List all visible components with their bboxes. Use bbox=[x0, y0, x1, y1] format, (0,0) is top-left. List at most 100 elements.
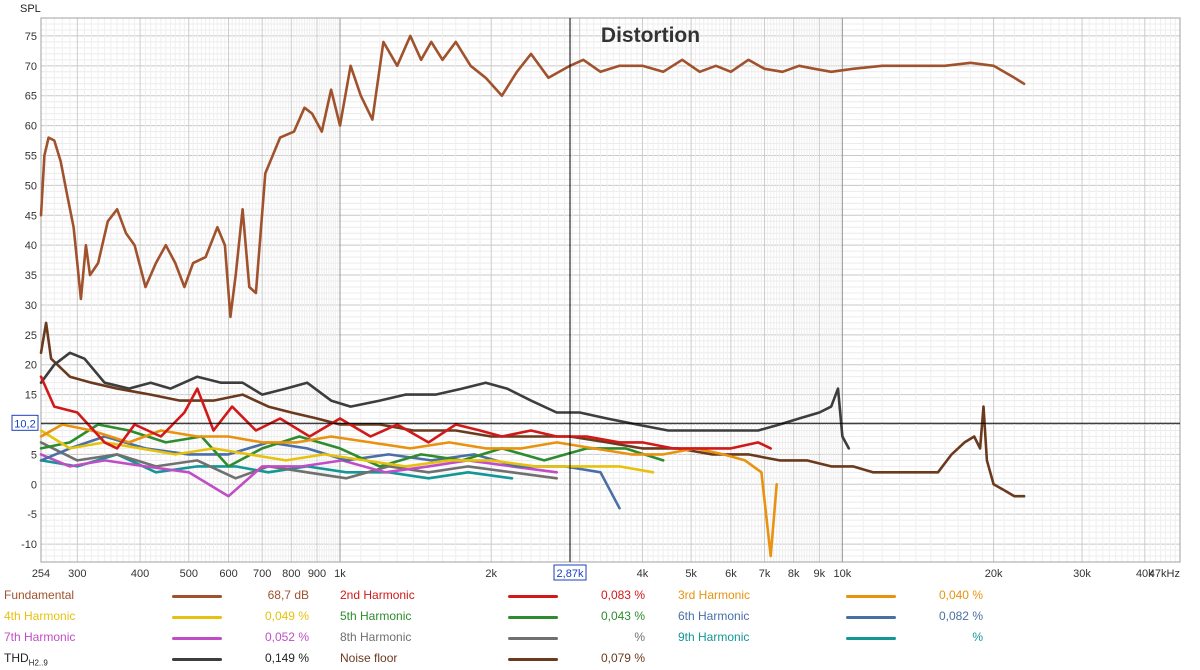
cursor-x-label: 2,87k bbox=[557, 568, 584, 580]
legend-value: 0,149 % bbox=[264, 651, 309, 665]
distortion-chart: 757065605550454035302520151050-5-10SPL25… bbox=[11, 3, 1181, 581]
series-line-fundamental bbox=[39, 34, 1026, 319]
x-tick-label: 300 bbox=[68, 568, 86, 580]
legend-value: % bbox=[972, 630, 983, 644]
legend-swatch bbox=[508, 616, 558, 619]
legend-value: % bbox=[634, 630, 645, 644]
y-tick-label: 60 bbox=[25, 121, 37, 133]
legend-swatch bbox=[846, 616, 896, 619]
legend-item-thd: THDH2..9 0,149 % bbox=[4, 648, 314, 669]
legend-value: 0,083 % bbox=[600, 588, 645, 602]
legend-name: 4th Harmonic bbox=[4, 609, 76, 623]
legend-value: 0,079 % bbox=[600, 651, 645, 665]
cursor-y-box bbox=[11, 414, 39, 431]
x-tick-label: 47kHz bbox=[1149, 568, 1180, 580]
legend-swatch bbox=[508, 658, 558, 661]
y-tick-label: 55 bbox=[25, 150, 37, 162]
x-tick-label: 900 bbox=[308, 568, 326, 580]
x-tick-label: 400 bbox=[131, 568, 149, 580]
legend-item-2nd-harmonic: 2nd Harmonic 0,083 % bbox=[340, 585, 650, 606]
x-tick-label: 40k bbox=[1136, 568, 1154, 580]
y-tick-label: 15 bbox=[25, 390, 37, 402]
legend-name: 3rd Harmonic bbox=[678, 588, 751, 602]
series-line-3rd-harmonic bbox=[39, 423, 778, 558]
x-tick-label: 8k bbox=[788, 568, 800, 580]
y-tick-label: 0 bbox=[31, 479, 37, 491]
y-tick-label: 70 bbox=[25, 61, 37, 73]
legend-swatch bbox=[172, 595, 222, 598]
legend-name: THDH2..9 bbox=[4, 651, 48, 668]
legend-value: 0,049 % bbox=[264, 609, 309, 623]
y-tick-label: 45 bbox=[25, 210, 37, 222]
x-tick-label: 500 bbox=[180, 568, 198, 580]
plot-area bbox=[41, 18, 1180, 562]
legend-swatch bbox=[508, 637, 558, 640]
legend-swatch bbox=[846, 595, 896, 598]
legend-value: 0,043 % bbox=[600, 609, 645, 623]
plot-frame bbox=[40, 17, 1181, 563]
legend-item-3rd-harmonic: 3rd Harmonic 0,040 % bbox=[678, 585, 988, 606]
y-tick-label: 65 bbox=[25, 91, 37, 103]
legend-name: 7th Harmonic bbox=[4, 630, 76, 644]
y-tick-label: 75 bbox=[25, 31, 37, 43]
y-tick-label: -10 bbox=[21, 539, 37, 551]
legend-name: 2nd Harmonic bbox=[340, 588, 415, 602]
series-line-2nd-harmonic bbox=[39, 375, 772, 450]
legend-name: 9th Harmonic bbox=[678, 630, 750, 644]
legend-name: 6th Harmonic bbox=[678, 609, 750, 623]
y-tick-label: 30 bbox=[25, 300, 37, 312]
x-tick-label: 800 bbox=[282, 568, 300, 580]
legend-item-fundamental: Fundamental 68,7 dB bbox=[4, 585, 314, 606]
x-tick-label: 254 bbox=[32, 568, 50, 580]
chart-title: Distortion bbox=[601, 24, 700, 47]
chart-legend: Fundamental 68,7 dB 2nd Harmonic 0,083 % 3rd… bbox=[0, 585, 1200, 670]
legend-item-4th-harmonic: 4th Harmonic 0,049 % bbox=[4, 606, 314, 627]
x-tick-label: 6k bbox=[725, 568, 737, 580]
series-line-noise-floor bbox=[39, 321, 1026, 498]
cursor-y-label: 10,2 bbox=[14, 418, 35, 430]
legend-item-7th-harmonic: 7th Harmonic 0,052 % bbox=[4, 627, 314, 648]
legend-name: 5th Harmonic bbox=[340, 609, 412, 623]
legend-value: 68,7 dB bbox=[267, 588, 309, 602]
legend-name-subscript: H2..9 bbox=[28, 658, 48, 668]
legend-value: 0,082 % bbox=[938, 609, 983, 623]
series-line-5th-harmonic bbox=[39, 423, 665, 468]
y-tick-label: 40 bbox=[25, 240, 37, 252]
cursor-x-box bbox=[553, 564, 587, 581]
y-tick-label: 20 bbox=[25, 360, 37, 372]
legend-swatch bbox=[508, 595, 558, 598]
legend-item-6th-harmonic: 6th Harmonic 0,082 % bbox=[678, 606, 988, 627]
series-line-4th-harmonic bbox=[39, 429, 655, 474]
x-tick-label: 30k bbox=[1073, 568, 1091, 580]
legend-swatch bbox=[172, 658, 222, 661]
y-tick-label: 50 bbox=[25, 180, 37, 192]
legend-name: Noise floor bbox=[340, 651, 398, 665]
x-tick-label: 20k bbox=[985, 568, 1003, 580]
x-tick-label: 10k bbox=[833, 568, 851, 580]
legend-item-noise-floor: Noise floor 0,079 % bbox=[340, 648, 650, 669]
y-tick-label: 25 bbox=[25, 330, 37, 342]
x-tick-label: 7k bbox=[759, 568, 771, 580]
x-tick-label: 700 bbox=[253, 568, 271, 580]
y-axis-label: SPL bbox=[20, 3, 41, 15]
legend-item-8th-harmonic: 8th Harmonic% bbox=[340, 627, 650, 648]
legend-swatch bbox=[846, 637, 896, 640]
y-tick-label: -5 bbox=[27, 509, 37, 521]
x-tick-label: 2k bbox=[485, 568, 497, 580]
legend-item-5th-harmonic: 5th Harmonic 0,043 % bbox=[340, 606, 650, 627]
x-tick-label: 5k bbox=[685, 568, 697, 580]
y-tick-label: 35 bbox=[25, 270, 37, 282]
legend-value: 0,040 % bbox=[938, 588, 983, 602]
series-line-8th-harmonic bbox=[39, 441, 558, 480]
legend-item-9th-harmonic: 9th Harmonic% bbox=[678, 627, 988, 648]
x-tick-label: 4k bbox=[637, 568, 649, 580]
x-tick-label: 1k bbox=[334, 568, 346, 580]
y-tick-label: 5 bbox=[31, 449, 37, 461]
legend-value: 0,052 % bbox=[264, 630, 309, 644]
x-tick-label: 9k bbox=[814, 568, 826, 580]
series-line-thd bbox=[39, 351, 851, 450]
legend-swatch bbox=[172, 616, 222, 619]
legend-name: 8th Harmonic bbox=[340, 630, 412, 644]
legend-name: Fundamental bbox=[4, 588, 75, 602]
legend-swatch bbox=[172, 637, 222, 640]
